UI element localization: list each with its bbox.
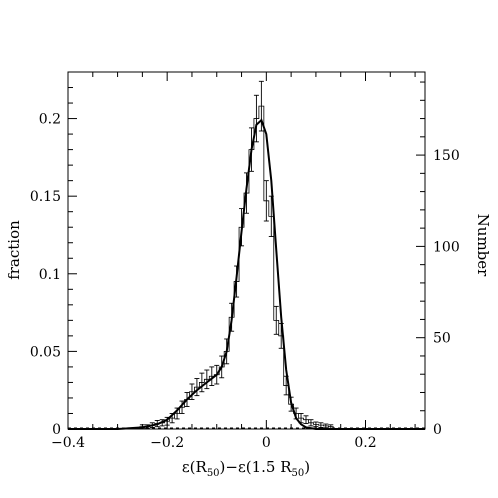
x-tick-label: 0 xyxy=(262,435,271,451)
y-right-tick-label: 150 xyxy=(433,148,460,164)
x-tick-labels: −0.4 −0.2 0 0.2 xyxy=(51,435,377,451)
x-axis-label: ε(R50)−ε(1.5 R50) xyxy=(182,458,310,479)
y-right-axis-label: Number xyxy=(474,214,492,277)
y-left-tick-labels: 0 0.05 0.1 0.15 0.2 xyxy=(30,112,61,438)
y-left-tick-label: 0 xyxy=(52,422,61,438)
y-left-axis-label: fraction xyxy=(5,220,23,280)
y-left-tick-label: 0.05 xyxy=(30,344,61,360)
y-left-tick-label: 0.2 xyxy=(39,112,61,128)
x-tick-label: 0.2 xyxy=(354,435,376,451)
x-tick-label: −0.4 xyxy=(51,435,85,451)
y-right-tick-label: 0 xyxy=(433,422,442,438)
plot-frame xyxy=(67,71,426,430)
axis-ticks xyxy=(67,71,425,430)
error-bars xyxy=(139,80,334,429)
histogram-bins xyxy=(139,105,334,429)
y-left-tick-label: 0.1 xyxy=(39,267,61,283)
y-left-tick-label: 0.15 xyxy=(30,189,61,205)
y-right-tick-labels: 0 50 100 150 xyxy=(433,148,460,438)
histogram-outline xyxy=(139,105,334,429)
x-tick-label: −0.2 xyxy=(150,435,184,451)
y-right-tick-label: 50 xyxy=(433,331,451,347)
y-right-tick-label: 100 xyxy=(433,239,460,255)
fit-curve xyxy=(68,118,425,430)
